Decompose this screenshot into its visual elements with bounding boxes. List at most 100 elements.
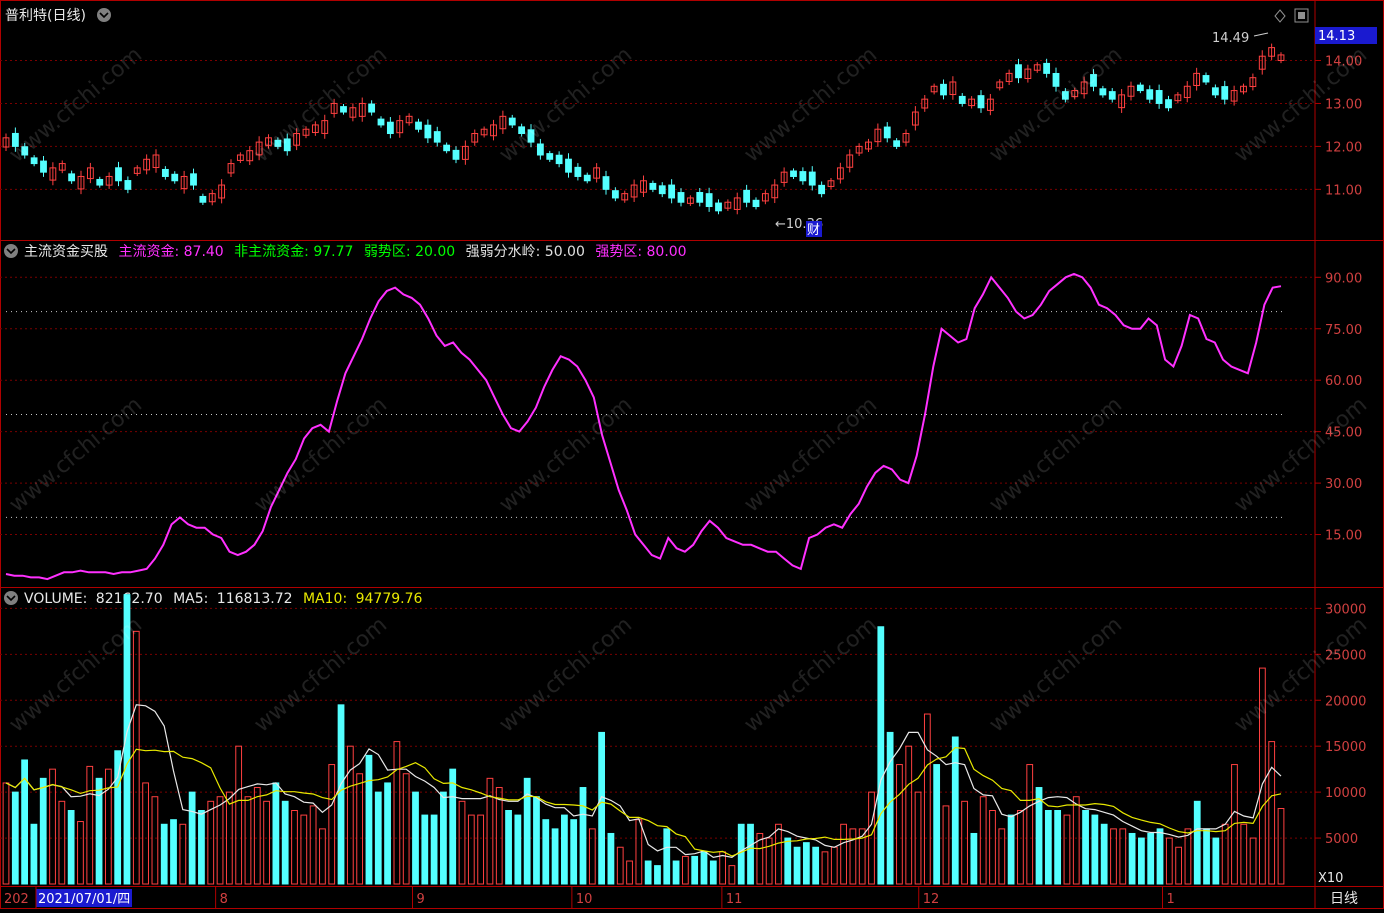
candle-body — [1211, 87, 1219, 96]
candle-body — [611, 190, 619, 199]
time-axis: 202 2021/07/01/四 日线 8 9 10 11 12 1 — [4, 886, 1358, 909]
candle-body — [677, 192, 685, 203]
volume-bar — [868, 791, 875, 885]
candle-body — [771, 184, 779, 199]
candle-body — [565, 158, 572, 173]
strong-zone-value: 80.00 — [647, 244, 687, 260]
volume-bar — [821, 851, 829, 885]
volume-bar — [784, 837, 792, 885]
candle-body — [199, 195, 207, 203]
volume-bar — [1044, 810, 1052, 885]
volume-bar — [728, 865, 736, 885]
candle-body — [836, 167, 844, 180]
period-label[interactable]: 日线 — [1330, 891, 1358, 907]
candle-body — [1071, 90, 1079, 98]
indicator-panel-header: 主流资金买股 主流资金: 87.40 非主流资金: 97.77 弱势区: 20.… — [4, 244, 687, 260]
watermark-text: www.cfchi.com — [250, 612, 392, 737]
candle-body — [330, 102, 338, 114]
candle-body — [640, 180, 647, 193]
candle-body — [818, 184, 826, 195]
candle-body — [780, 171, 788, 183]
candle-body — [968, 98, 976, 107]
candle-body — [152, 154, 160, 169]
volume-dropdown-icon[interactable] — [4, 591, 18, 605]
volume-axis: 5000 10000 15000 20000 25000 30000 — [1315, 602, 1366, 847]
volume-bar — [104, 768, 112, 885]
last-price-label: 14.13 — [1318, 29, 1355, 44]
candle-body — [602, 176, 610, 190]
volume-bar — [1277, 808, 1285, 885]
volume-bar — [30, 823, 38, 885]
volume-bar — [179, 823, 187, 885]
title-dropdown-icon[interactable] — [97, 8, 111, 22]
volume-bar — [989, 810, 996, 885]
candle-body — [58, 163, 66, 171]
volume-bar — [1231, 764, 1238, 885]
volume-bar — [775, 823, 782, 885]
candle-body — [1202, 75, 1210, 83]
candle-body — [1052, 72, 1060, 87]
volume-bar — [356, 773, 364, 885]
volume-tick-label: 5000 — [1325, 832, 1358, 847]
volume-bar — [281, 800, 289, 885]
volume-bar — [486, 777, 494, 885]
candle-body — [686, 197, 694, 204]
candle-body — [649, 182, 657, 190]
volume-panel-header: VOLUME: 82162.70 MA5: 116813.72 MA10: 94… — [4, 591, 423, 607]
volume-tick-label: 10000 — [1325, 786, 1366, 801]
volume-bar — [896, 764, 903, 885]
candle-body — [555, 154, 563, 165]
volume-bar — [644, 860, 652, 885]
candle-body — [902, 133, 910, 143]
volume-bar — [849, 828, 857, 885]
candle-body — [827, 180, 835, 187]
candle-body — [340, 106, 347, 113]
diamond-icon[interactable] — [1274, 9, 1286, 23]
month-label: 1 — [1167, 892, 1175, 907]
candle-body — [218, 184, 226, 199]
candle-body — [443, 144, 451, 152]
watermark-text: www.cfchi.com — [495, 612, 637, 737]
volume-bar — [393, 741, 401, 885]
volume-bar — [1221, 823, 1229, 885]
volume-bar — [998, 828, 1006, 885]
candle-body — [518, 126, 526, 135]
volume-bar — [691, 855, 699, 885]
cai-badge-label: 财 — [807, 223, 820, 238]
volume-tick-label: 20000 — [1325, 694, 1366, 709]
weak-zone-value: 20.00 — [415, 244, 455, 260]
candle-body — [1258, 55, 1266, 70]
svg-text:主流资金买股 主流资金: 87.40: 主流资金买股 主流资金: 87.40 非主流资金: 97.77 弱势区: 20.… — [24, 244, 687, 260]
high-marker: 14.49 — [1212, 31, 1269, 46]
watershed-value: 50.00 — [545, 244, 585, 260]
indicator-tick-label: 30.00 — [1325, 477, 1362, 492]
price-tick-label: 13.00 — [1325, 97, 1362, 112]
window-toggle-icon[interactable] — [1294, 8, 1309, 23]
candle-body — [1183, 85, 1191, 99]
volume-bar — [170, 819, 177, 885]
candle-body — [499, 115, 507, 130]
volume-bar — [39, 777, 47, 885]
cai-badge[interactable] — [806, 221, 822, 237]
high-marker-label: 14.49 — [1212, 31, 1249, 46]
cursor-date-box[interactable] — [36, 889, 132, 907]
candle-body — [996, 81, 1004, 89]
indicator-dropdown-icon[interactable] — [4, 244, 18, 258]
candle-body — [1024, 68, 1032, 80]
candle-body — [865, 141, 872, 150]
volume-bar — [1007, 814, 1015, 885]
candle-body — [255, 141, 263, 156]
main-fund-value: 87.40 — [184, 244, 224, 260]
volume-bar — [561, 814, 568, 885]
cursor-date-label: 2021/07/01/四 — [38, 892, 130, 907]
nonmain-fund-value: 97.77 — [313, 244, 353, 260]
volume-bar — [1156, 828, 1164, 885]
watermark-text: www.cfchi.com — [740, 612, 882, 737]
candle-body — [1221, 86, 1229, 100]
candle-body — [1127, 85, 1135, 97]
volume-bar — [1203, 828, 1210, 885]
volume-bar — [923, 713, 931, 885]
volume-bar — [1035, 787, 1043, 885]
weak-zone-label: 弱势区: — [364, 244, 411, 260]
